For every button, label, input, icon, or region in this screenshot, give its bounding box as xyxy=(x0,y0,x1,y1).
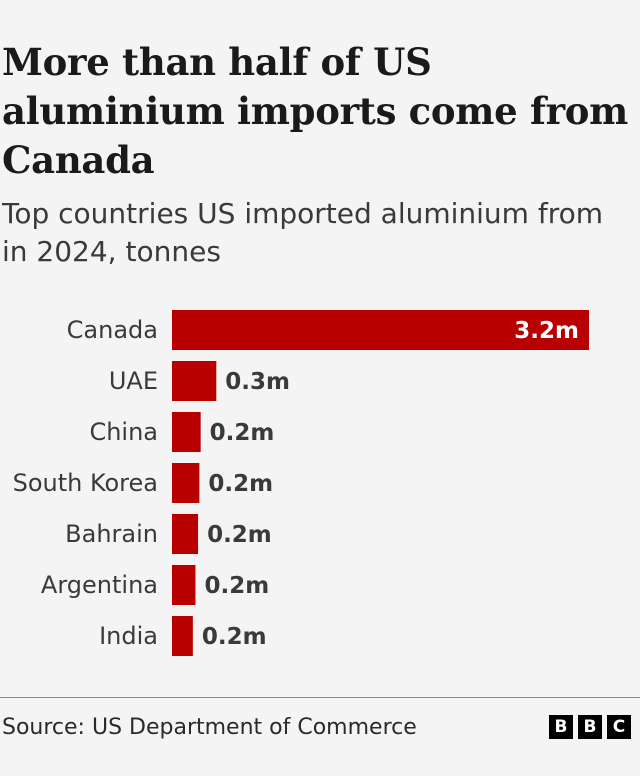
value-label: 0.2m xyxy=(204,573,269,599)
logo-letter-c: C xyxy=(607,715,631,739)
category-label: Argentina xyxy=(41,571,158,599)
source-note: Source: US Department of Commerce xyxy=(2,715,417,740)
bar xyxy=(172,616,193,656)
category-label: Canada xyxy=(67,316,158,344)
chart-subtitle: Top countries US imported aluminium from… xyxy=(2,197,604,268)
category-label: South Korea xyxy=(13,469,158,497)
value-label: 3.2m xyxy=(514,318,579,344)
value-label: 0.2m xyxy=(202,624,267,650)
bar-chart: Canada 3.2m UAE 0.3m China 0.2m South Korea 0.2… xyxy=(13,310,589,656)
category-label: Bahrain xyxy=(65,520,158,548)
bar xyxy=(172,412,201,452)
value-label: 0.3m xyxy=(225,369,290,395)
bbc-logo: B B C xyxy=(549,715,631,739)
value-label: 0.2m xyxy=(208,471,273,497)
bar xyxy=(172,514,199,554)
value-label: 0.2m xyxy=(210,420,275,446)
footer-divider xyxy=(0,697,640,698)
bar xyxy=(172,361,217,401)
category-label: India xyxy=(99,622,158,650)
chart-title: More than half of US aluminium imports c… xyxy=(2,40,628,182)
category-label: China xyxy=(89,418,158,446)
bar xyxy=(172,463,200,503)
logo-letter-b2: B xyxy=(578,715,602,739)
logo-letter-b1: B xyxy=(549,715,573,739)
bar xyxy=(172,310,589,350)
category-label: UAE xyxy=(109,367,158,395)
value-label: 0.2m xyxy=(207,522,272,548)
bar xyxy=(172,565,196,605)
